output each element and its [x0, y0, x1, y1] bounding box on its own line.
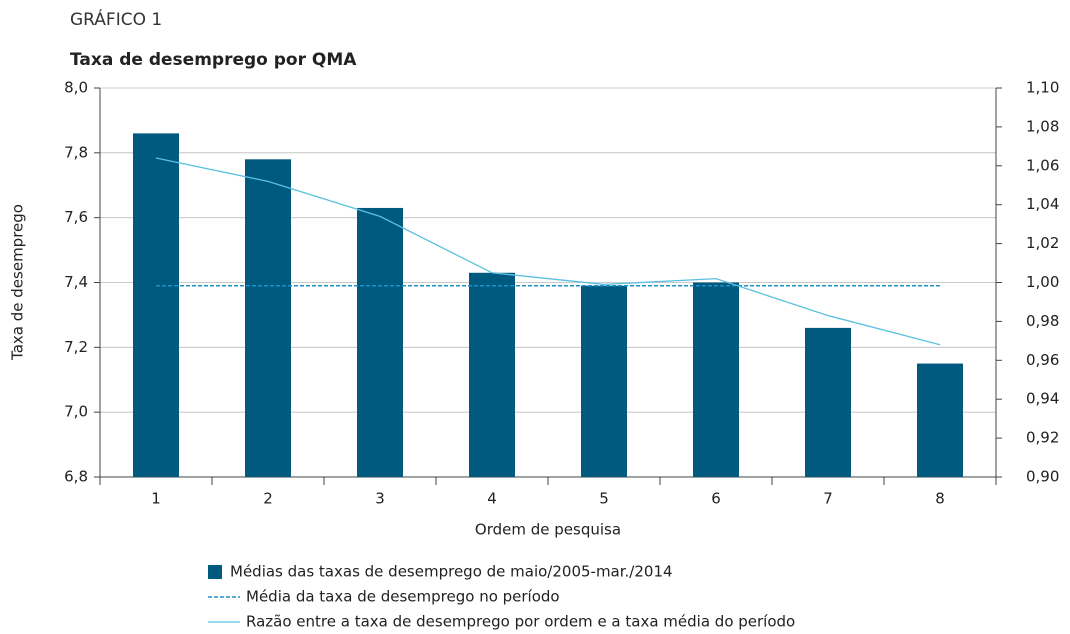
- y-tick-label: 8,0: [64, 79, 88, 97]
- y2-tick-label: 1,10: [1026, 79, 1059, 97]
- legend-label: Médias das taxas de desemprego de maio/2…: [230, 563, 673, 581]
- x-tick-label: 3: [375, 490, 385, 508]
- bar: [917, 363, 963, 477]
- line: [155, 157, 941, 346]
- y-tick-label: 7,4: [64, 273, 88, 291]
- y2-tick-label: 1,08: [1026, 117, 1059, 135]
- y-axis-label: Taxa de desemprego: [9, 204, 27, 361]
- y2-tick-label: 0,98: [1026, 312, 1059, 330]
- y2-tick-label: 0,96: [1026, 351, 1059, 369]
- x-axis-label: Ordem de pesquisa: [475, 521, 621, 539]
- y-tick-label: 7,8: [64, 143, 88, 161]
- y2-tick-label: 0,90: [1026, 468, 1059, 486]
- y2-tick-label: 1,00: [1026, 273, 1059, 291]
- x-tick-label: 4: [487, 490, 497, 508]
- x-tick-label: 2: [263, 490, 273, 508]
- y2-tick-label: 1,04: [1026, 195, 1059, 213]
- chart-subtitle: Taxa de desemprego por QMA: [70, 50, 357, 70]
- legend-label: Média da taxa de desemprego no período: [246, 588, 560, 606]
- bar: [581, 285, 627, 477]
- chart-title: GRÁFICO 1: [70, 8, 162, 30]
- bar: [469, 272, 515, 477]
- y2-tick-label: 1,02: [1026, 234, 1059, 252]
- bar: [805, 327, 851, 477]
- x-tick-label: 8: [935, 490, 945, 508]
- x-tick-label: 5: [599, 490, 609, 508]
- x-tick-label: 7: [823, 490, 833, 508]
- legend-swatch: [208, 565, 222, 579]
- bar: [245, 159, 291, 478]
- y-tick-label: 6,8: [64, 468, 88, 486]
- y-tick-label: 7,0: [64, 403, 88, 421]
- y-tick-label: 7,6: [64, 208, 88, 226]
- x-tick-label: 1: [151, 490, 161, 508]
- bar: [133, 133, 179, 477]
- bar: [693, 282, 739, 477]
- y-tick-label: 7,2: [64, 338, 88, 356]
- y2-tick-label: 1,06: [1026, 156, 1059, 174]
- x-tick-label: 6: [711, 490, 721, 508]
- y2-tick-label: 0,92: [1026, 429, 1059, 447]
- legend-label: Razão entre a taxa de desemprego por ord…: [246, 613, 795, 631]
- y2-tick-label: 0,94: [1026, 390, 1059, 408]
- bar: [357, 207, 403, 478]
